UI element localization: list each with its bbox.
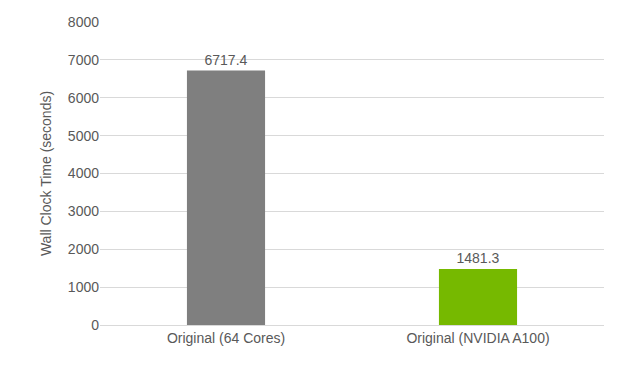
svg-text:Wall Clock Time (seconds): Wall Clock Time (seconds) (38, 91, 54, 256)
svg-text:6717.4: 6717.4 (204, 52, 247, 68)
svg-text:6000: 6000 (68, 90, 99, 106)
svg-text:1000: 1000 (68, 279, 99, 295)
svg-text:4000: 4000 (68, 165, 99, 181)
svg-text:1481.3: 1481.3 (456, 250, 499, 266)
svg-text:5000: 5000 (68, 128, 99, 144)
svg-text:3000: 3000 (68, 203, 99, 219)
svg-text:8000: 8000 (68, 14, 99, 30)
svg-text:0: 0 (91, 317, 99, 333)
svg-text:Original (NVIDIA A100): Original (NVIDIA A100) (406, 330, 549, 346)
svg-text:Original (64 Cores): Original (64 Cores) (167, 330, 285, 346)
svg-text:7000: 7000 (68, 52, 99, 68)
svg-text:2000: 2000 (68, 241, 99, 257)
